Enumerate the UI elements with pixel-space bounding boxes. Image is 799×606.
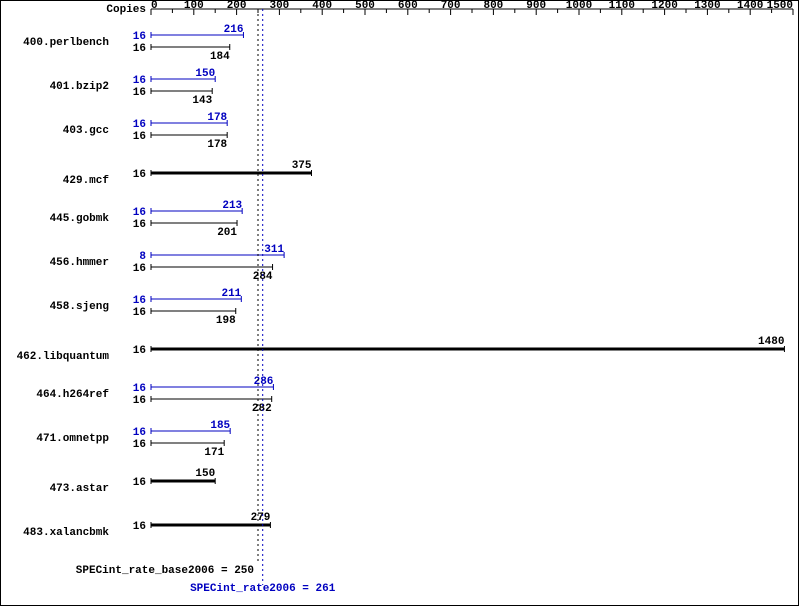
base-copies: 16: [133, 263, 146, 275]
base-copies: 16: [133, 521, 146, 533]
peak-copies: 8: [139, 251, 146, 263]
benchmark-name: 473.astar: [50, 483, 109, 495]
base-value: 1480: [758, 336, 784, 348]
base-copies: 16: [133, 395, 146, 407]
axis-tick-label: 1000: [566, 1, 592, 12]
peak-copies: 16: [133, 31, 146, 43]
axis-tick-label: 1500: [767, 1, 793, 12]
benchmark-name: 462.libquantum: [17, 351, 110, 363]
base-value: 201: [217, 227, 237, 239]
base-copies: 16: [133, 87, 146, 99]
benchmark-name: 471.omnetpp: [36, 433, 109, 445]
copies-header: Copies: [106, 4, 146, 16]
axis-tick-label: 0: [151, 1, 158, 12]
peak-copies: 16: [133, 427, 146, 439]
base-copies: 16: [133, 43, 146, 55]
peak-value: 213: [222, 200, 242, 212]
peak-copies: 16: [133, 383, 146, 395]
base-copies: 16: [133, 219, 146, 231]
base-value: 178: [207, 139, 227, 151]
benchmark-name: 403.gcc: [63, 125, 109, 137]
benchmark-name: 464.h264ref: [36, 389, 109, 401]
base-copies: 16: [133, 477, 146, 489]
base-copies: 16: [133, 345, 146, 357]
peak-value: 185: [210, 420, 230, 432]
axis-tick-label: 900: [526, 1, 546, 12]
axis-tick-label: 1200: [651, 1, 677, 12]
base-copies: 16: [133, 169, 146, 181]
peak-value: 311: [264, 244, 284, 256]
base-value: 284: [253, 271, 273, 283]
benchmark-name: 400.perlbench: [23, 37, 109, 49]
benchmark-name: 401.bzip2: [50, 81, 109, 93]
axis-tick-label: 800: [483, 1, 503, 12]
base-value: 171: [204, 447, 224, 459]
base-value: 279: [251, 512, 271, 524]
axis-tick-label: 1100: [609, 1, 635, 12]
axis-tick-label: 500: [355, 1, 375, 12]
benchmark-name: 445.gobmk: [50, 213, 110, 225]
peak-copies: 16: [133, 75, 146, 87]
base-value: 198: [216, 315, 236, 327]
axis-tick-label: 700: [441, 1, 461, 12]
base-value: 375: [292, 160, 312, 172]
base-value: 143: [192, 95, 212, 107]
chart-container: Copies 0 100 200 300 400 500 600 700 800 900 1000 11…: [0, 0, 799, 606]
peak-value: 178: [207, 112, 227, 124]
axis-tick-label: 600: [398, 1, 418, 12]
peak-copies: 16: [133, 295, 146, 307]
base-value: 150: [195, 468, 215, 480]
base-copies: 16: [133, 307, 146, 319]
axis-tick-label: 1300: [694, 1, 720, 12]
benchmark-name: 483.xalancbmk: [23, 527, 109, 539]
benchmark-name: 458.sjeng: [50, 301, 109, 313]
axis-tick-label: 300: [269, 1, 289, 12]
benchmark-name: 429.mcf: [63, 175, 110, 187]
axis-tick-label: 100: [184, 1, 204, 12]
peak-value: 150: [195, 68, 215, 80]
peak-value: 211: [221, 288, 241, 300]
axis-tick-label: 200: [227, 1, 247, 12]
peak-copies: 16: [133, 119, 146, 131]
base-value: 184: [210, 51, 230, 63]
summary-base: SPECint_rate_base2006 = 250: [76, 565, 254, 577]
peak-value: 286: [254, 376, 274, 388]
axis-tick-label: 400: [312, 1, 332, 12]
peak-value: 216: [224, 24, 244, 36]
base-copies: 16: [133, 439, 146, 451]
summary-peak: SPECint_rate2006 = 261: [190, 583, 336, 595]
benchmark-name: 456.hmmer: [50, 257, 109, 269]
base-copies: 16: [133, 131, 146, 143]
base-value: 282: [252, 403, 272, 415]
benchmark-chart: Copies 0 100 200 300 400 500 600 700 800 900 1000 11…: [1, 1, 798, 605]
axis-tick-label: 1400: [737, 1, 763, 12]
peak-copies: 16: [133, 207, 146, 219]
